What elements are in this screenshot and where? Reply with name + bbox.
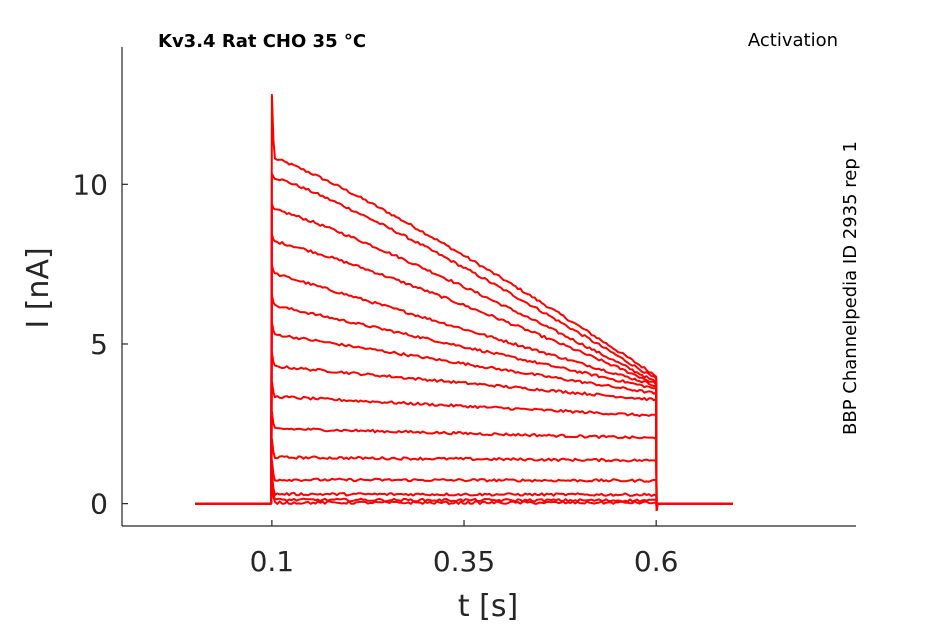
current-trace [195,478,733,511]
chart-title: Kv3.4 Rat CHO 35 °C [158,31,366,52]
x-tick-label: 0.35 [433,545,495,578]
y-tick-label: 10 [72,168,108,201]
x-axis-label: t [s] [458,589,518,624]
current-trace [195,172,733,511]
current-trace [195,93,733,511]
current-trace [195,410,733,511]
current-trace [195,294,733,511]
chart-subtitle: Activation [748,30,838,51]
current-trace [195,438,733,511]
current-trace [195,321,733,511]
current-trace [195,233,733,511]
side-note: BBP Channelpedia ID 2935 rep 1 [840,141,861,435]
traces [195,93,733,511]
x-tick-label: 0.6 [634,545,679,578]
current-trace [195,203,733,511]
current-trace [195,380,733,511]
current-trace [195,481,733,511]
current-trace [195,351,733,511]
y-tick-label: 5 [90,328,108,361]
x-tick-label: 0.1 [250,545,295,578]
current-trace [195,473,733,511]
y-tick-label: 0 [90,488,108,521]
ticks: 0.1 0.35 0.6 0 5 10 [72,168,678,578]
current-trace [195,263,733,511]
y-axis-label: I [nA] [21,247,56,328]
current-trace [195,459,733,511]
